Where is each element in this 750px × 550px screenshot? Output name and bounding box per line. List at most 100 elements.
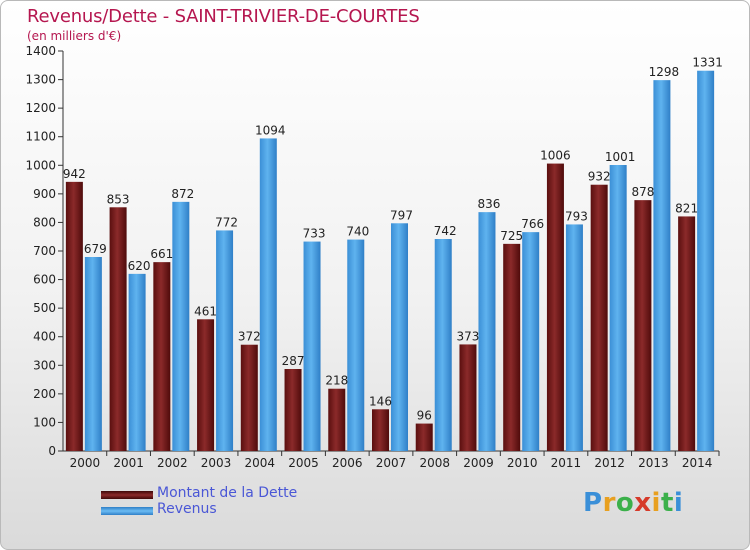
bar-revenue bbox=[565, 224, 583, 451]
legend-swatch-debt bbox=[101, 491, 153, 499]
y-tick-label: 400 bbox=[33, 330, 56, 344]
bar-revenue bbox=[84, 257, 102, 451]
data-label-revenue: 872 bbox=[171, 187, 194, 201]
data-label-revenue: 1001 bbox=[605, 150, 636, 164]
data-label-debt: 146 bbox=[369, 394, 392, 408]
y-tick-label: 100 bbox=[33, 415, 56, 429]
bar-debt bbox=[678, 216, 696, 451]
bar-revenue bbox=[609, 165, 627, 451]
data-label-revenue: 679 bbox=[84, 242, 107, 256]
x-tick-label: 2000 bbox=[70, 456, 101, 470]
x-tick-label: 2007 bbox=[376, 456, 407, 470]
x-axis: 2000 2001 2002 2003 2004 2005 2006 2007 2008 2009… bbox=[63, 450, 720, 470]
bar-debt bbox=[153, 262, 171, 451]
y-tick-label: 1000 bbox=[25, 158, 56, 172]
bar-revenue bbox=[522, 232, 540, 451]
x-tick-label: 2003 bbox=[201, 456, 232, 470]
data-label-revenue: 742 bbox=[434, 224, 457, 238]
y-axis: 0 100 200 300 400 500 600 700 800 900 1000 1100 1200… bbox=[25, 44, 64, 458]
bar-revenue bbox=[434, 239, 452, 451]
logo-letter: i bbox=[651, 488, 661, 518]
bar-debt bbox=[415, 423, 433, 451]
data-label-debt: 461 bbox=[194, 304, 217, 318]
x-tick-label: 2005 bbox=[288, 456, 319, 470]
bar-debt bbox=[590, 184, 608, 451]
bar-revenue bbox=[391, 223, 408, 451]
data-label-debt: 287 bbox=[282, 354, 305, 368]
data-labels-layer: 942 853 661 461 372 287 218 146 96 373 725 1006 932 8… bbox=[63, 56, 723, 423]
data-label-revenue: 740 bbox=[346, 225, 369, 239]
bar-revenue bbox=[653, 80, 671, 452]
bar-revenue bbox=[697, 70, 715, 451]
data-label-debt: 853 bbox=[107, 192, 130, 206]
data-label-debt: 372 bbox=[238, 330, 261, 344]
x-tick-label: 2013 bbox=[638, 456, 669, 470]
y-tick-label: 300 bbox=[33, 358, 56, 372]
y-tick-label: 1100 bbox=[25, 130, 56, 144]
x-tick-label: 2009 bbox=[463, 456, 494, 470]
proxiti-logo: Proxiti bbox=[583, 488, 683, 518]
bar-revenue bbox=[259, 138, 277, 451]
bar-revenue bbox=[478, 212, 496, 451]
bar-revenue bbox=[347, 239, 365, 451]
bar-revenue bbox=[216, 230, 234, 451]
data-label-revenue: 1094 bbox=[255, 123, 286, 137]
x-tick-label: 2014 bbox=[682, 456, 713, 470]
bar-revenue bbox=[303, 241, 321, 451]
data-label-debt: 942 bbox=[63, 167, 86, 181]
data-label-debt: 1006 bbox=[540, 149, 571, 163]
data-label-revenue: 766 bbox=[521, 217, 544, 231]
chart-title: Revenus/Dette - SAINT-TRIVIER-DE-COURTES bbox=[27, 6, 420, 27]
x-tick-label: 2001 bbox=[113, 456, 144, 470]
logo-letter: t bbox=[660, 488, 674, 518]
legend-label-debt: Montant de la Dette bbox=[157, 485, 298, 501]
legend-swatch-revenue bbox=[101, 507, 153, 515]
data-label-debt: 218 bbox=[325, 374, 348, 388]
logo-letter: i bbox=[673, 488, 684, 518]
y-tick-label: 500 bbox=[33, 301, 56, 315]
bar-debt bbox=[459, 344, 477, 451]
bar-revenue bbox=[128, 273, 146, 451]
data-label-revenue: 1331 bbox=[692, 56, 723, 70]
data-label-debt: 821 bbox=[675, 201, 698, 215]
bar-debt bbox=[328, 388, 346, 451]
data-label-debt: 725 bbox=[500, 229, 523, 243]
data-label-debt: 878 bbox=[631, 185, 654, 199]
x-tick-label: 2012 bbox=[594, 456, 625, 470]
y-tick-label: 1400 bbox=[25, 44, 56, 58]
y-tick-label: 1200 bbox=[25, 101, 56, 115]
bar-debt bbox=[284, 369, 302, 451]
data-label-debt: 932 bbox=[588, 170, 611, 184]
y-tick-label: 700 bbox=[33, 244, 56, 258]
data-label-debt: 661 bbox=[150, 247, 173, 261]
x-tick-label: 2002 bbox=[157, 456, 188, 470]
data-label-revenue: 772 bbox=[215, 215, 238, 229]
x-tick-label: 2011 bbox=[551, 456, 582, 470]
chart-subtitle: (en milliers d'€) bbox=[27, 29, 122, 43]
logo-letter: P bbox=[583, 488, 603, 518]
y-tick-label: 900 bbox=[33, 187, 56, 201]
bar-debt bbox=[372, 409, 389, 451]
bar-revenue bbox=[172, 201, 190, 451]
data-label-revenue: 620 bbox=[128, 259, 151, 273]
logo-letter: o bbox=[615, 488, 635, 518]
data-label-revenue: 733 bbox=[303, 227, 326, 241]
data-label-revenue: 1298 bbox=[649, 65, 680, 79]
data-label-debt: 373 bbox=[457, 329, 480, 343]
bars-layer bbox=[65, 70, 715, 452]
logo-letter: x bbox=[634, 488, 652, 518]
bar-debt bbox=[197, 319, 215, 451]
y-tick-label: 1300 bbox=[25, 73, 56, 87]
y-tick-label: 0 bbox=[48, 444, 56, 458]
x-tick-label: 2010 bbox=[507, 456, 538, 470]
y-tick-label: 200 bbox=[33, 387, 56, 401]
logo-letter: r bbox=[602, 488, 616, 518]
x-tick-label: 2008 bbox=[419, 456, 450, 470]
bar-debt bbox=[240, 344, 258, 451]
bar-debt bbox=[546, 163, 564, 452]
x-tick-label: 2006 bbox=[332, 456, 363, 470]
data-label-revenue: 793 bbox=[565, 209, 588, 223]
data-label-revenue: 797 bbox=[390, 208, 413, 222]
bar-debt bbox=[634, 200, 652, 451]
